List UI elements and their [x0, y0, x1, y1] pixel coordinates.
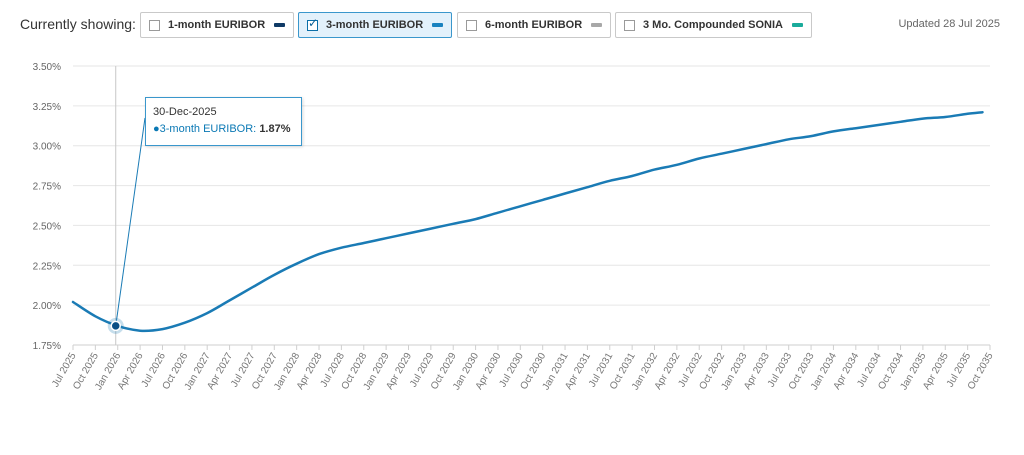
toggle-1-month-euribor[interactable]: 1-month EURIBOR: [140, 12, 295, 38]
y-tick-label: 3.50%: [33, 62, 61, 73]
series-color-swatch: [432, 23, 444, 27]
toggle-3-mo-compounded-sonia[interactable]: 3 Mo. Compounded SONIA: [615, 12, 812, 38]
tooltip-date: 30-Dec-2025: [153, 106, 217, 118]
y-tick-label: 2.25%: [33, 261, 61, 272]
y-tick-label: 2.00%: [33, 301, 61, 312]
hover-marker-point: [110, 320, 121, 332]
tooltip-value: 1.87%: [259, 123, 291, 135]
toggle-label: 6-month EURIBOR: [485, 19, 583, 31]
series-color-swatch: [591, 23, 603, 27]
tooltip-series: 3-month EURIBOR:: [159, 123, 257, 135]
y-tick-label: 1.75%: [33, 341, 61, 352]
chart-toolbar: Currently showing: 1-month EURIBOR ✓ 3-m…: [0, 0, 1024, 50]
checkbox-icon[interactable]: [149, 19, 160, 31]
toggle-6-month-euribor[interactable]: 6-month EURIBOR: [457, 12, 612, 38]
series-color-swatch: [274, 23, 286, 27]
toggle-label: 3 Mo. Compounded SONIA: [643, 19, 783, 31]
y-tick-label: 3.25%: [33, 102, 61, 113]
checked-checkbox-icon[interactable]: ✓: [307, 15, 319, 31]
y-tick-label: 2.75%: [33, 182, 61, 193]
chart-tooltip: 30-Dec-2025 ●3-month EURIBOR: 1.87%: [145, 97, 302, 146]
currently-showing-label: Currently showing:: [20, 16, 136, 32]
toggle-label: 1-month EURIBOR: [168, 19, 266, 31]
checkbox-icon[interactable]: [466, 19, 477, 31]
checkmark-icon: ✓: [308, 15, 319, 30]
series-color-swatch: [791, 23, 803, 27]
tooltip-row: ●3-month EURIBOR: 1.87%: [153, 123, 301, 135]
updated-timestamp: Updated 28 Jul 2025: [898, 18, 1000, 30]
tooltip-bullet-icon: ●: [153, 123, 160, 135]
checkbox-icon[interactable]: [624, 19, 635, 31]
toggle-3-month-euribor[interactable]: ✓ 3-month EURIBOR: [298, 12, 453, 38]
tooltip-connector: [115, 117, 146, 326]
y-tick-label: 3.00%: [33, 142, 61, 153]
series-line-3-month-euribor: [71, 110, 984, 333]
y-tick-label: 2.50%: [33, 221, 61, 232]
toggle-label: 3-month EURIBOR: [326, 19, 424, 31]
